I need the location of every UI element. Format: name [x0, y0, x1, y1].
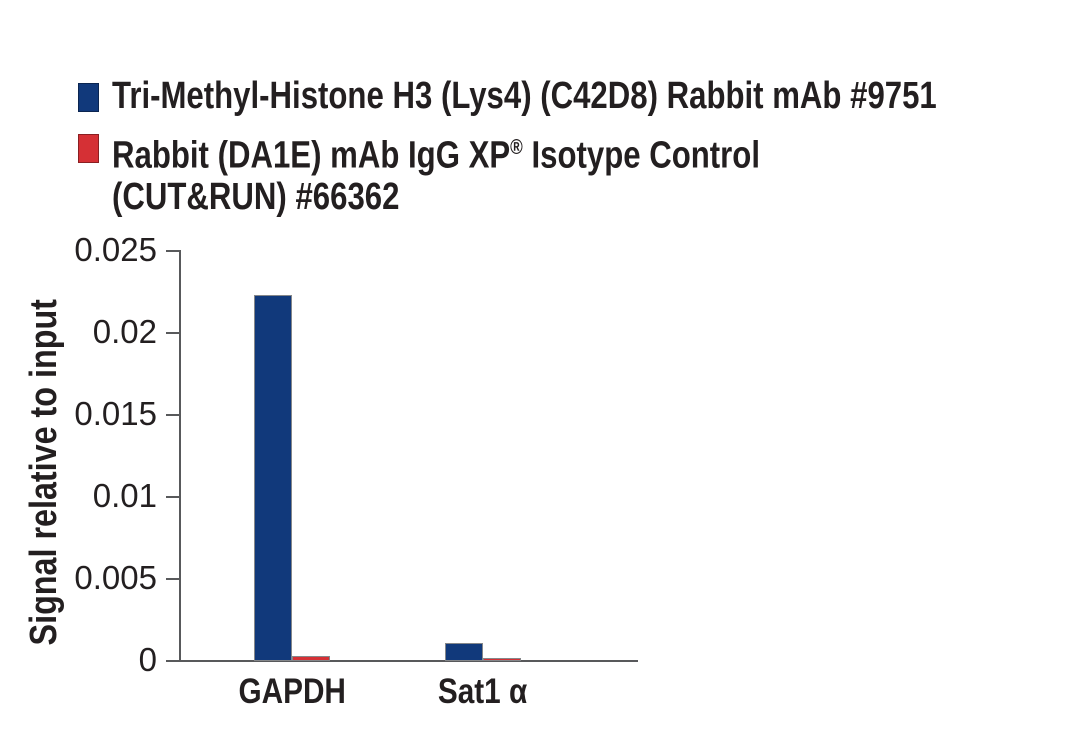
x-category-label-sat1: Sat1 α	[438, 672, 528, 711]
x-category-label-gapdh: GAPDH	[238, 672, 346, 711]
y-tick-label: 0.015	[74, 395, 157, 432]
y-axis-line	[179, 250, 181, 662]
y-axis-tick	[166, 660, 180, 662]
y-axis-tick	[166, 578, 180, 580]
legend-text-part: Rabbit (DA1E) mAb IgG XP	[112, 134, 511, 177]
y-axis-tick	[166, 250, 180, 252]
bar-sat1-red	[483, 658, 521, 661]
legend-swatch-blue	[78, 83, 99, 112]
legend-swatch-red	[78, 134, 99, 163]
y-tick-label: 0.025	[74, 231, 157, 268]
y-tick-label: 0	[138, 641, 157, 678]
x-axis-line	[179, 660, 638, 662]
legend-text-part: Isotype Control	[522, 134, 760, 177]
bar-gapdh-blue	[254, 295, 292, 661]
legend-item: Tri-Methyl-Histone H3 (Lys4) (C42D8) Rab…	[78, 76, 1084, 117]
y-tick-label: 0.005	[74, 559, 157, 596]
legend-text-part: Tri-Methyl-Histone H3 (Lys4) (C42D8) Rab…	[112, 75, 937, 117]
legend-item: Rabbit (DA1E) mAb IgG XP® Isotype Contro…	[78, 127, 902, 218]
y-axis-tick	[166, 332, 180, 334]
legend-item-label: Tri-Methyl-Histone H3 (Lys4) (C42D8) Rab…	[112, 76, 1084, 117]
bar-sat1-blue	[445, 643, 483, 661]
bar-gapdh-red	[292, 656, 330, 661]
registered-trademark-symbol: ®	[510, 136, 523, 159]
y-axis-tick	[166, 496, 180, 498]
legend-text-part: (CUT&RUN) #66362	[112, 175, 400, 218]
y-tick-label: 0.01	[92, 477, 157, 514]
y-axis-tick	[166, 414, 180, 416]
legend-item-label: Rabbit (DA1E) mAb IgG XP® Isotype Contro…	[112, 127, 902, 218]
y-tick-label: 0.02	[92, 313, 157, 350]
